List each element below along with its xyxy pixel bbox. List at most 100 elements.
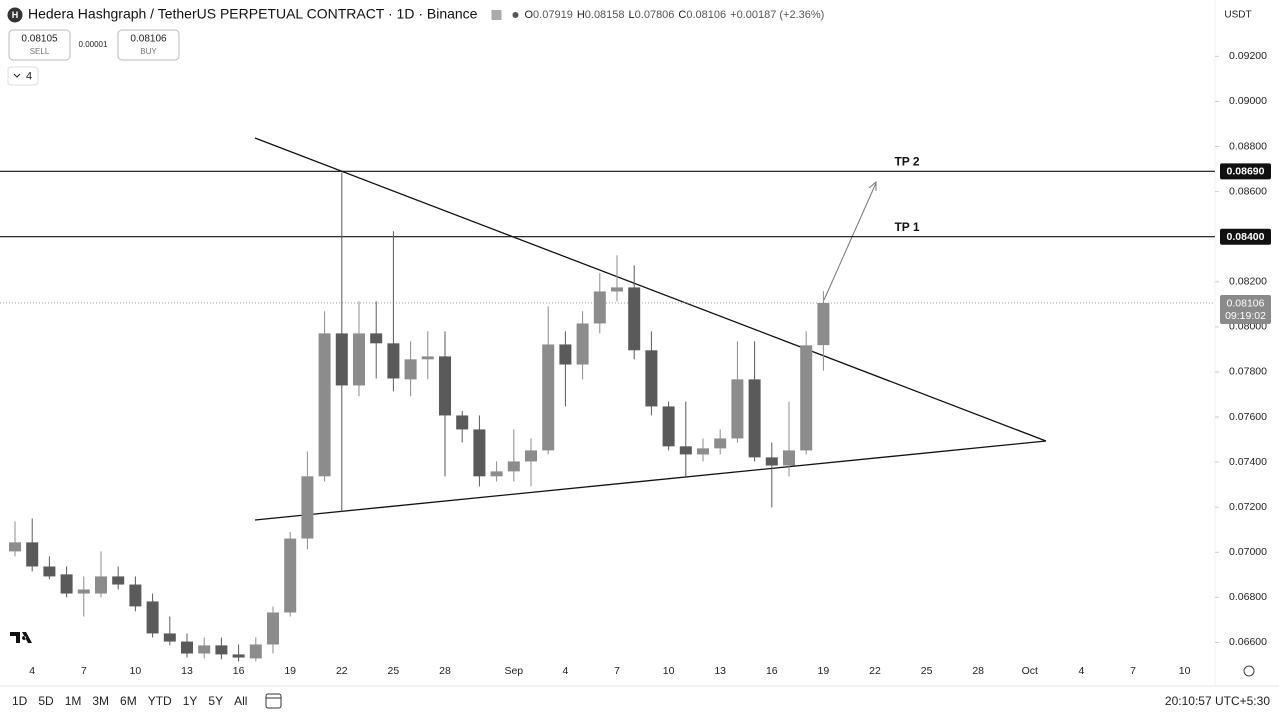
x-tick-label: 22: [336, 665, 348, 677]
y-tick-label: 0.08800: [1229, 140, 1267, 152]
flag-icon[interactable]: [491, 10, 502, 20]
candle-body: [817, 302, 830, 346]
y-tick-label: 0.09200: [1229, 50, 1267, 62]
candle-body: [697, 448, 709, 455]
y-tick-label: 0.07000: [1229, 546, 1267, 558]
range-button[interactable]: 1D: [12, 694, 28, 708]
x-tick-label: 10: [663, 665, 675, 677]
sell-label[interactable]: SELL: [30, 47, 50, 56]
candle-body: [645, 350, 658, 407]
candle-body: [112, 576, 125, 585]
candle-body: [129, 584, 142, 607]
sell-button[interactable]: [8, 29, 71, 61]
y-tick-label: 0.06800: [1229, 591, 1267, 603]
range-button[interactable]: 1Y: [183, 694, 198, 708]
candle-body: [593, 291, 606, 324]
x-tick-label: 7: [614, 665, 620, 677]
candle-body: [731, 379, 744, 439]
candle-body: [95, 576, 107, 594]
currency[interactable]: USDT: [1224, 10, 1251, 21]
level-label: 0.08400: [1227, 231, 1265, 243]
candle-body: [335, 333, 348, 386]
logo: [10, 632, 32, 643]
range-button[interactable]: 1M: [65, 694, 82, 708]
last-price-box: [1220, 294, 1271, 324]
x-tick-label: Oct: [1022, 665, 1038, 677]
level-label-box: [1220, 163, 1271, 180]
toolbar: 1D 5D 1M 3M 6M YTD 1Y 5Y All: [12, 694, 247, 708]
arrow-head: [868, 180, 877, 191]
ohlc-key: C: [678, 9, 686, 21]
spread: 0.00001: [79, 40, 108, 49]
candle-body: [146, 601, 159, 634]
range-button[interactable]: YTD: [148, 694, 172, 708]
candle-body: [215, 645, 228, 655]
candle-body: [284, 538, 297, 613]
x-tick-label: 22: [869, 665, 881, 677]
countdown: 09:19:02: [1225, 310, 1266, 322]
range-button[interactable]: 5Y: [208, 694, 223, 708]
x-tick-label: 25: [388, 665, 400, 677]
candle-body: [43, 566, 56, 577]
buy-price[interactable]: 0.08106: [130, 34, 167, 45]
settings-icon[interactable]: [1243, 665, 1255, 677]
x-tick-label: 7: [1130, 665, 1136, 677]
y-tick-label: 0.08200: [1229, 276, 1267, 288]
candle-body: [249, 644, 262, 659]
candle-body: [525, 450, 537, 462]
date-range-icon[interactable]: [265, 693, 282, 709]
candle-body: [576, 323, 589, 365]
range-button[interactable]: 6M: [120, 694, 137, 708]
x-tick-label: 19: [284, 665, 296, 677]
ohlc-value: 0.07919: [533, 9, 573, 21]
x-tick-label: 19: [818, 665, 830, 677]
ohlc-key: L: [629, 9, 635, 21]
candle-body: [267, 612, 279, 645]
y-tick-label: 0.06600: [1229, 636, 1267, 648]
candle-body: [77, 589, 90, 594]
range-button[interactable]: All: [234, 694, 247, 708]
candle-body: [181, 641, 193, 654]
y-tick-label: 0.09000: [1229, 95, 1267, 107]
candle-body: [232, 654, 245, 658]
candle-body: [439, 356, 451, 416]
range-button[interactable]: 3M: [92, 694, 109, 708]
level-name: TP 1: [894, 220, 919, 234]
candle-body: [163, 633, 176, 642]
candle-body: [473, 429, 486, 477]
candle-body: [765, 457, 778, 466]
x-tick-label: 10: [130, 665, 142, 677]
candle-body: [748, 379, 761, 458]
change: +0.00187 (+2.36%): [730, 9, 824, 21]
candle-body: [611, 287, 623, 292]
plot-area: 0.06600 0.06800 0.07000 0.07200 0.07400 0.076…: [0, 0, 1271, 686]
candle-body: [9, 542, 21, 552]
level-label: 0.08690: [1227, 166, 1265, 178]
indicators-count[interactable]: 4: [26, 70, 32, 82]
range-button[interactable]: 5D: [38, 694, 54, 708]
y-tick-label: 0.07600: [1229, 411, 1267, 423]
ohlc-value: 0.08106: [686, 9, 726, 21]
candle-body: [628, 287, 641, 351]
buy-label[interactable]: BUY: [140, 47, 157, 56]
ohlc-legend: O 0.07919 H 0.08158 L 0.07806 C 0.08106 +0.00187…: [491, 9, 824, 21]
candle-body: [301, 476, 314, 539]
x-tick-label: 16: [233, 665, 245, 677]
indicators-toggle[interactable]: [7, 66, 39, 86]
candle-body: [198, 645, 211, 654]
x-tick-label: 28: [972, 665, 984, 677]
buy-button[interactable]: [117, 29, 180, 61]
symbol-title: Hedera Hashgraph / TetherUS PERPETUAL CO…: [28, 6, 478, 22]
trendline-upper: [254, 137, 1047, 442]
sell-price[interactable]: 0.08105: [21, 34, 58, 45]
x-tick-label: 4: [29, 665, 35, 677]
level-label-box: [1220, 228, 1271, 245]
candle-body: [714, 438, 727, 449]
x-tick-label: 7: [81, 665, 87, 677]
candle-body: [662, 406, 675, 447]
x-tick-label: 28: [439, 665, 451, 677]
candle-body: [559, 344, 572, 365]
candle-body: [60, 574, 73, 594]
